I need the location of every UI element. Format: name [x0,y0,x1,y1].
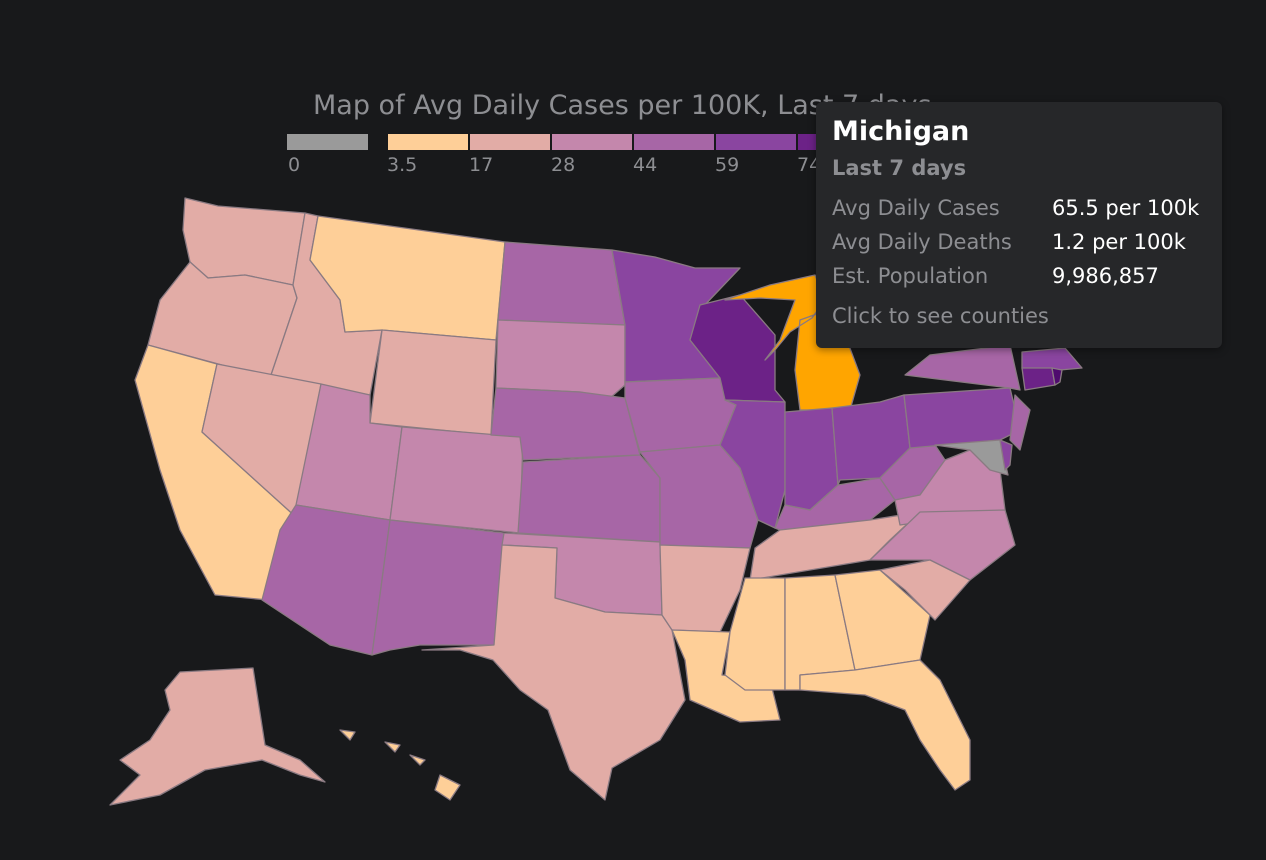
state-new-jersey[interactable] [1009,394,1031,451]
legend-tick: 74 [797,154,822,176]
state-new-mexico[interactable] [371,519,505,656]
tooltip-state-name: Michigan [832,116,970,147]
state-north-dakota[interactable] [497,241,626,326]
state-tooltip: Michigan Last 7 days Avg Daily Cases 65.… [816,102,1222,348]
state-colorado[interactable] [389,426,524,534]
legend-tick: 0 [288,154,301,176]
tooltip-value: 9,986,857 [1052,264,1159,288]
state-hawaii[interactable] [339,729,461,801]
legend-swatch-5 [716,134,796,150]
state-wyoming[interactable] [369,329,497,436]
legend-swatch-4 [634,134,714,150]
state-connecticut[interactable] [1021,367,1056,391]
tooltip-label: Avg Daily Cases [832,196,1000,220]
state-alaska[interactable] [109,667,326,806]
state-new-york[interactable] [904,344,1021,391]
state-south-dakota[interactable] [495,319,626,399]
legend-swatch-2 [470,134,550,150]
legend-swatch-3 [552,134,632,150]
legend-tick: 28 [551,154,576,176]
state-georgia[interactable] [834,569,931,671]
legend-tick: 17 [469,154,494,176]
state-pennsylvania[interactable] [903,387,1021,449]
state-rhode-island[interactable] [1051,367,1063,386]
state-maryland[interactable] [934,439,1009,476]
tooltip-value: 65.5 per 100k [1052,196,1200,220]
state-kansas[interactable] [517,454,661,543]
tooltip-label: Avg Daily Deaths [832,230,1012,254]
state-massachusetts[interactable] [1021,347,1083,371]
tooltip-value: 1.2 per 100k [1052,230,1186,254]
state-arizona[interactable] [261,504,391,656]
tooltip-period: Last 7 days [832,156,967,180]
state-south-carolina[interactable] [879,559,971,621]
legend-swatch-1 [388,134,468,150]
state-nebraska[interactable] [490,387,641,461]
state-texas[interactable] [421,544,686,801]
state-florida[interactable] [799,659,971,791]
tooltip-see-counties-link[interactable]: Click to see counties [832,304,1049,328]
legend-swatch-0 [287,134,368,150]
tooltip-label: Est. Population [832,264,989,288]
legend-tick: 59 [715,154,740,176]
legend-tick: 44 [633,154,658,176]
legend-tick: 3.5 [387,154,418,176]
state-iowa[interactable] [624,377,737,453]
state-delaware[interactable] [999,439,1013,471]
